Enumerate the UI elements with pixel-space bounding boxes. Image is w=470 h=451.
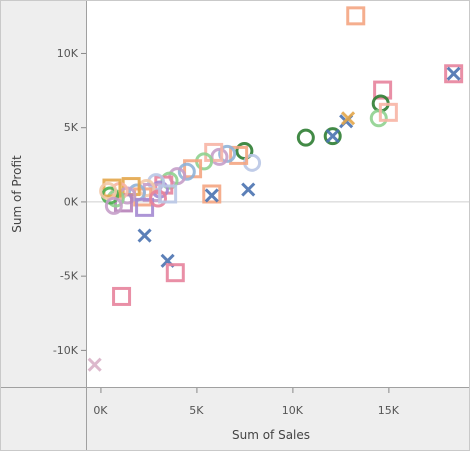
point-x-marker [87,357,102,372]
point-square-marker [158,184,178,204]
y-tick-label: -5K [60,270,79,283]
y-axis-panel [1,1,86,450]
point-x-marker [204,188,219,203]
point-square-marker [444,64,464,84]
point-square-marker [112,286,132,306]
x-tick-label: 15K [378,404,400,417]
point-square-marker [378,102,398,122]
y-tick-label: 5K [64,121,79,134]
point-square-marker [229,145,249,165]
point-square-marker [165,263,185,283]
point-x-marker [341,111,356,126]
x-axis-title: Sum of Sales [232,428,310,442]
point-square-marker [346,6,366,26]
point-circle-marker [210,147,229,166]
point-square-marker [202,184,222,204]
y-tick-label: 10K [57,47,79,60]
y-tick-label: -10K [53,344,79,357]
y-axis-title: Sum of Profit [10,155,24,233]
point-square-marker [135,197,155,217]
point-circle-marker [323,127,342,146]
x-tick-label: 10K [282,404,304,417]
point-circle-marker [99,182,118,201]
data-points [87,6,464,372]
x-axis-panel [1,387,469,450]
y-tick-label: 0K [64,195,79,208]
x-tick-label: 5K [189,404,204,417]
point-circle-marker [369,109,388,128]
point-square-marker [373,80,393,100]
point-x-marker [325,129,340,144]
point-circle-marker [104,196,123,215]
y-axis-ticks: 10K 5K 0K -5K -10K [53,47,86,357]
point-x-marker [446,66,461,81]
x-axis-ticks: 0K 5K 10K 15K [93,388,400,417]
point-x-marker [241,182,256,197]
point-circle-marker [296,128,315,147]
point-x-marker [137,228,152,243]
point-square-marker [204,142,224,162]
point-circle-marker [177,162,196,181]
point-circle-marker [149,189,168,208]
x-tick-label: 0K [93,404,108,417]
